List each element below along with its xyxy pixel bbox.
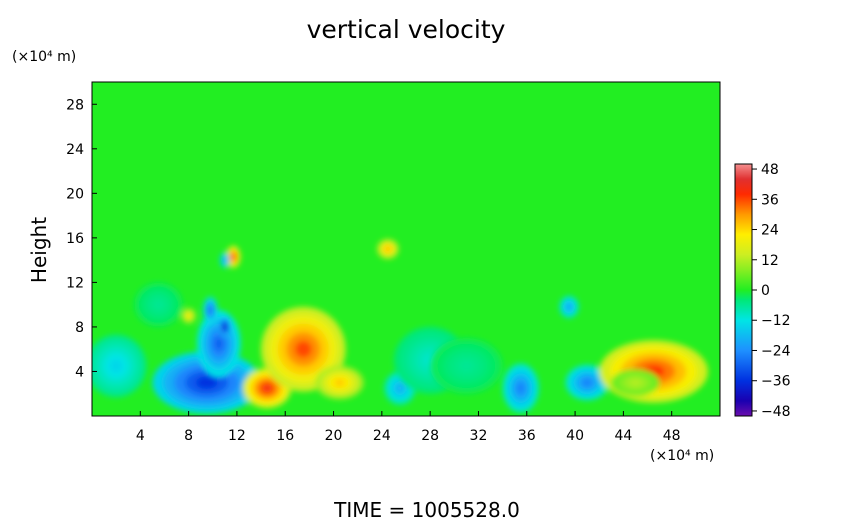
x-tick-label: 16 [276,428,294,444]
x-tick-label: 8 [184,428,193,444]
plot-frame [91,81,721,417]
x-tick-label: 24 [373,428,391,444]
field-feature-18-level-4 [630,379,641,386]
chart-title: vertical velocity [307,15,506,44]
x-tick-label: 32 [470,428,488,444]
field-feature-7-level-4 [223,258,226,262]
colorbar-tick-label: 24 [761,223,779,239]
y-tick-label: 24 [66,142,84,158]
colorbar-tick-label: −12 [761,313,791,329]
x-tick-label: 4 [136,428,145,444]
field-feature-19-level-4 [459,360,474,372]
x-axis-ticks: 4 8 12 16 20 24 28 32 36 40 44 48 [136,411,681,444]
y-tick-label: 20 [66,186,84,202]
colorbar-ticks: 48 36 24 12 0 −12 −24 −36 −48 [752,162,791,420]
y-tick-label: 12 [66,275,84,291]
colorbar-tick-label: 0 [761,283,770,299]
field-feature-3-level-4 [223,324,227,329]
colorbar-tick-label: 12 [761,253,779,269]
x-tick-label: 20 [325,428,343,444]
colorbar-tick-label: 48 [761,162,779,178]
plot-area [92,82,720,416]
time-label: TIME = 1005528.0 [333,498,520,519]
field-feature-20-level-4 [153,300,164,310]
field-feature-4-level-4 [208,307,212,313]
x-tick-label: 44 [614,428,632,444]
field-feature-10-level-4 [334,379,345,386]
y-axis-label: Height [27,217,51,283]
colorbar [734,163,753,417]
colorbar-tick-label: −48 [761,404,791,420]
field-feature-11-level-4 [385,246,391,252]
field-feature-14-level-4 [517,383,525,394]
field-feature-5-level-4 [187,314,191,318]
field-feature-16-level-4 [582,379,592,387]
y-tick-label: 16 [66,231,84,247]
y-tick-label: 28 [66,97,84,113]
field-feature-6-level-4 [231,254,235,260]
field-feature-12-level-4 [396,384,404,392]
y-axis-unit: (×10⁴ m) [12,49,76,65]
colorbar-tick-label: −24 [761,343,791,359]
y-axis-ticks: 4 8 12 16 20 24 28 [66,97,97,380]
x-tick-label: 48 [663,428,681,444]
y-tick-label: 4 [75,364,84,380]
field-feature-8-level-4 [262,384,272,393]
field-feature-9-level-4 [294,340,312,358]
field-feature-15-level-4 [567,304,571,310]
colorbar-tick-label: 36 [761,192,779,208]
colorbar-tick-label: −36 [761,374,791,390]
field-feature-1-level-4 [195,376,218,389]
x-axis-unit: (×10⁴ m) [650,448,714,464]
x-tick-label: 36 [518,428,536,444]
field-feature-0-level-4 [110,359,123,373]
field-layer [92,238,708,414]
field-feature-2-level-4 [214,336,224,351]
x-tick-label: 40 [566,428,584,444]
x-tick-label: 12 [228,428,246,444]
y-tick-label: 8 [75,320,84,336]
x-tick-label: 28 [421,428,439,444]
